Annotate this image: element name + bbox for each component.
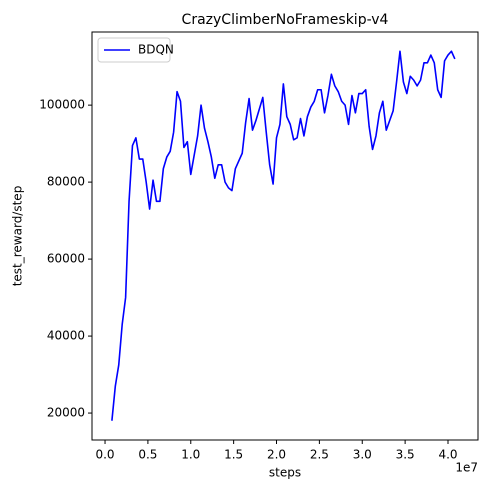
y-axis-label: test_reward/step [11, 186, 25, 287]
x-tick-label: 0.5 [138, 448, 157, 462]
x-tick-label: 3.5 [396, 448, 415, 462]
y-tick-label: 40000 [47, 329, 85, 343]
x-tick-label: 2.0 [267, 448, 286, 462]
y-tick-label: 20000 [47, 406, 85, 420]
x-axis-label: steps [269, 466, 301, 480]
legend-label: BDQN [138, 43, 174, 57]
x-tick-label: 1.0 [181, 448, 200, 462]
legend-box [97, 37, 171, 63]
y-tick-label: 60000 [47, 252, 85, 266]
x-offset-label: 1e7 [455, 461, 478, 475]
x-tick-label: 1.5 [224, 448, 243, 462]
x-tick-label: 3.0 [353, 448, 372, 462]
chart-title: CrazyClimberNoFrameskip-v4 [182, 12, 389, 28]
x-tick-label: 2.5 [310, 448, 329, 462]
x-tick-label: 0.0 [95, 448, 114, 462]
plot-frame [91, 31, 479, 441]
data-line [111, 50, 456, 421]
y-tick-label: 100000 [39, 98, 85, 112]
y-tick-label: 80000 [47, 175, 85, 189]
x-tick-label: 4.0 [438, 448, 457, 462]
